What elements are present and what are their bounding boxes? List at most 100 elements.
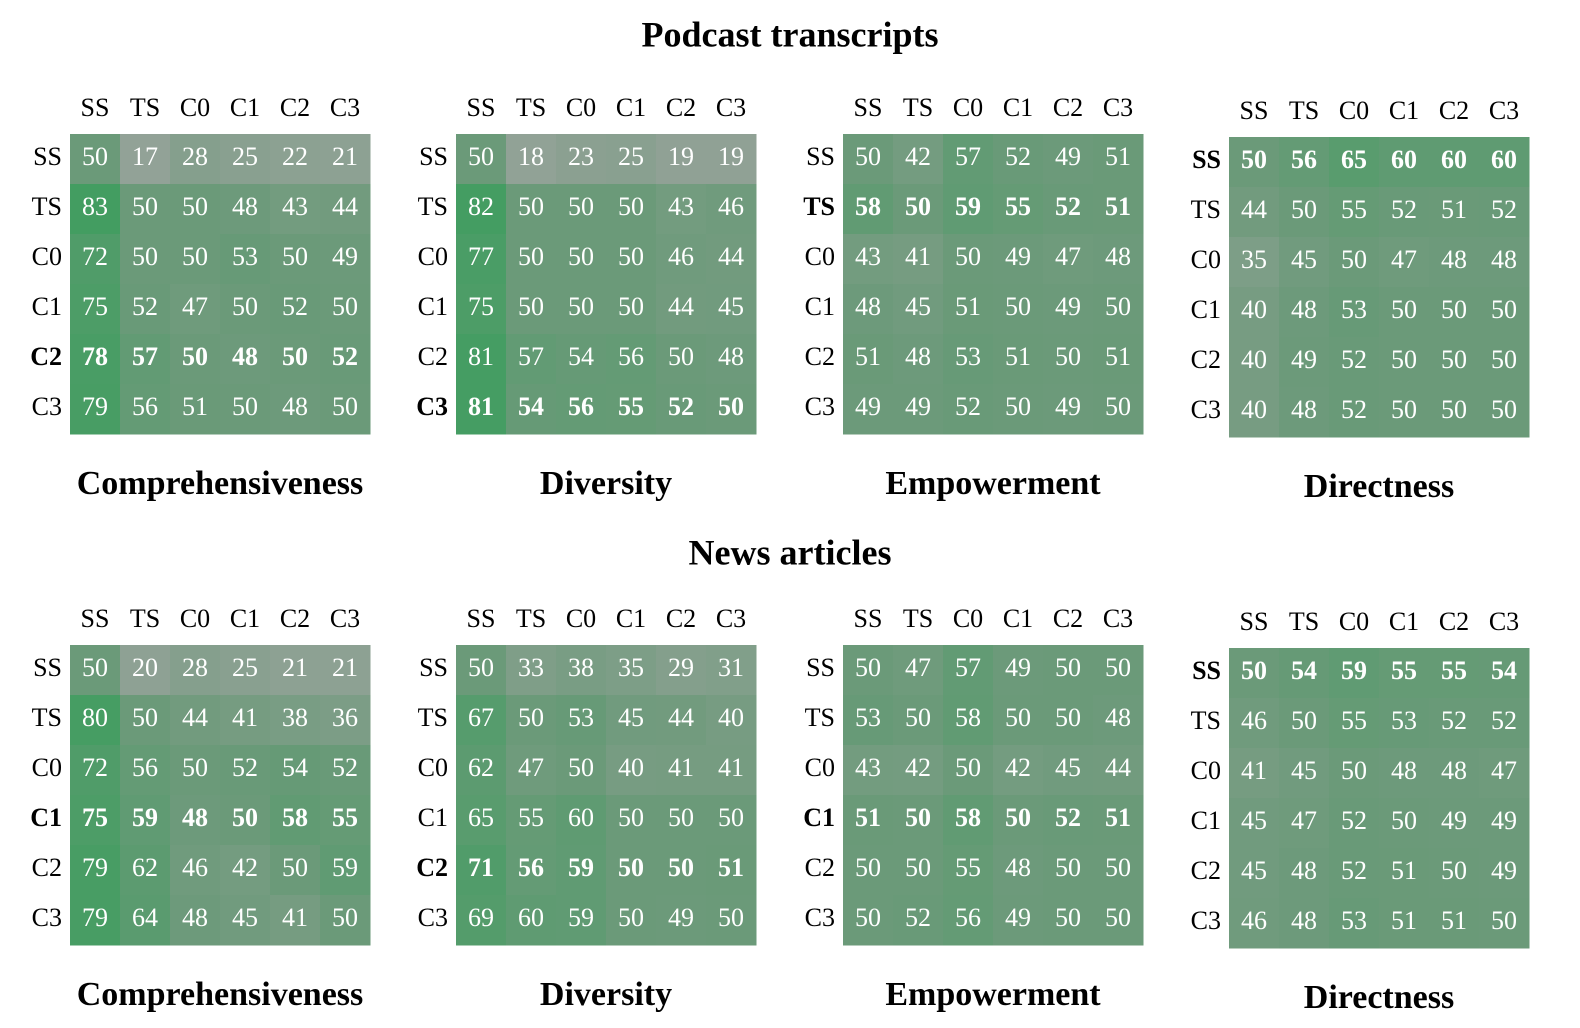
y-tick-label: SS — [806, 142, 835, 171]
heatmap-cell — [1379, 898, 1430, 949]
heatmap-cell — [556, 845, 607, 896]
heatmap-cell — [893, 645, 944, 696]
cell-label: 52 — [1005, 142, 1031, 171]
heatmap-cell — [1093, 134, 1144, 185]
cell-label: 59 — [332, 853, 358, 882]
heatmap-cell — [1429, 748, 1480, 799]
cell-label: 72 — [82, 753, 108, 782]
heatmap-cell — [506, 334, 557, 385]
x-tick-label: C3 — [330, 604, 360, 633]
heatmap-cell — [1379, 748, 1430, 799]
cell-label: 79 — [82, 903, 108, 932]
cell-label: 50 — [855, 903, 881, 932]
cell-label: 51 — [855, 342, 881, 371]
cell-label: 19 — [668, 142, 694, 171]
heatmap-cell — [993, 234, 1044, 285]
cell-label: 50 — [1441, 856, 1467, 885]
heatmap-cell — [656, 795, 707, 846]
cell-label: 50 — [618, 903, 644, 932]
y-tick-label: TS — [32, 703, 62, 732]
cell-label: 28 — [182, 653, 208, 682]
heatmap-title: Empowerment — [885, 465, 1101, 502]
heatmap-cell — [320, 384, 371, 435]
heatmap-cell — [320, 284, 371, 335]
cell-label: 50 — [855, 853, 881, 882]
heatmap-cell — [1479, 648, 1530, 699]
heatmap-cell — [120, 795, 171, 846]
cell-label: 45 — [1291, 245, 1317, 274]
cell-label: 52 — [1341, 806, 1367, 835]
cell-label: 50 — [618, 803, 644, 832]
heatmap-cell — [1279, 187, 1330, 238]
heatmap-cell — [220, 134, 271, 185]
y-tick-label: C3 — [32, 392, 62, 421]
cell-label: 21 — [332, 142, 358, 171]
heatmap-cell — [320, 645, 371, 696]
cell-label: 51 — [1105, 803, 1131, 832]
heatmap-cell — [1429, 798, 1480, 849]
heatmap-cell — [1229, 237, 1280, 288]
cell-label: 53 — [855, 703, 881, 732]
y-tick-label: C1 — [418, 292, 448, 321]
cell-label: 41 — [1241, 756, 1267, 785]
x-tick-label: C3 — [716, 604, 746, 633]
cell-label: 52 — [1055, 192, 1081, 221]
heatmap-cell — [1479, 898, 1530, 949]
heatmap-cell — [1479, 848, 1530, 899]
heatmap-cell — [1229, 898, 1280, 949]
heatmap-cell — [1229, 848, 1280, 899]
cell-label: 41 — [718, 753, 744, 782]
cell-label: 55 — [618, 392, 644, 421]
heatmap-cell — [170, 745, 221, 796]
cell-label: 57 — [955, 142, 981, 171]
heatmap-cell — [320, 184, 371, 235]
heatmap-cell — [1043, 134, 1094, 185]
cell-label: 60 — [1491, 145, 1517, 174]
heatmap-cell — [220, 234, 271, 285]
heatmap-cell — [120, 845, 171, 896]
cell-label: 48 — [1291, 395, 1317, 424]
heatmap-cell — [320, 795, 371, 846]
heatmap-cell — [606, 845, 657, 896]
heatmap-cell — [1279, 137, 1330, 188]
heatmap-cell — [1229, 137, 1280, 188]
y-tick-label: C0 — [805, 242, 835, 271]
cell-label: 50 — [282, 853, 308, 882]
x-tick-label: TS — [903, 93, 933, 122]
heatmap-cell — [1479, 137, 1530, 188]
x-tick-label: C1 — [230, 93, 260, 122]
cell-label: 60 — [568, 803, 594, 832]
heatmap-cell — [220, 845, 271, 896]
heatmap-cell — [120, 134, 171, 185]
heatmap-cell — [506, 895, 557, 946]
heatmap-cell — [456, 845, 507, 896]
cell-label: 52 — [1491, 706, 1517, 735]
x-tick-label: TS — [516, 604, 546, 633]
cell-label: 50 — [855, 653, 881, 682]
x-tick-label: TS — [1289, 96, 1319, 125]
heatmap-cell — [170, 695, 221, 746]
heatmap-cell — [1279, 748, 1330, 799]
heatmap-cell — [120, 384, 171, 435]
y-tick-label: C0 — [32, 753, 62, 782]
cell-label: 53 — [232, 242, 258, 271]
cell-label: 43 — [282, 192, 308, 221]
cell-label: 59 — [568, 903, 594, 932]
heatmap-cell — [1229, 798, 1280, 849]
cell-label: 50 — [1105, 903, 1131, 932]
cell-label: 50 — [955, 753, 981, 782]
heatmap-cell — [943, 234, 994, 285]
cell-label: 50 — [182, 753, 208, 782]
heatmap-cell — [706, 845, 757, 896]
cell-label: 44 — [1105, 753, 1131, 782]
cell-label: 51 — [1105, 142, 1131, 171]
heatmap-cell — [656, 234, 707, 285]
heatmap-cell — [706, 284, 757, 335]
cell-label: 50 — [1005, 292, 1031, 321]
heatmap-cell — [1379, 337, 1430, 388]
y-tick-label: C2 — [805, 853, 835, 882]
cell-label: 48 — [1291, 856, 1317, 885]
x-tick-label: TS — [516, 93, 546, 122]
cell-label: 50 — [518, 192, 544, 221]
cell-label: 41 — [905, 242, 931, 271]
